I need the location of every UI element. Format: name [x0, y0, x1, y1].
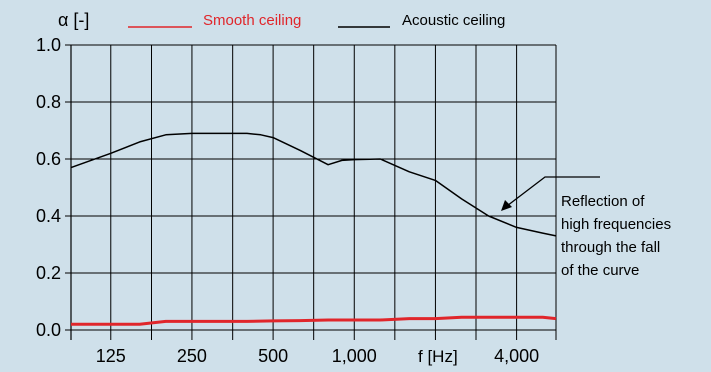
grid	[70, 44, 557, 340]
annotation-line-4: of the curve	[561, 262, 639, 279]
x-tick-label: 250	[177, 346, 207, 366]
series-lines	[70, 132, 557, 326]
annotation-line-1: Reflection of	[561, 193, 645, 210]
annotation-line-2: high frequencies	[561, 216, 671, 233]
x-tick-label: 4,000	[494, 346, 539, 366]
annotation-leader-line	[506, 176, 600, 207]
x-tick-label: 125	[96, 346, 126, 366]
x-tick-label: 1,000	[332, 346, 377, 366]
series-line-acoustic-ceiling	[70, 132, 557, 237]
y-tick-label: 1.0	[36, 35, 61, 55]
annotation: Reflection of high frequencies through t…	[501, 176, 671, 279]
y-tick-label: 0.6	[36, 149, 61, 169]
y-tick-label: 0.2	[36, 263, 61, 283]
legend: Smooth ceiling Acoustic ceiling	[128, 12, 505, 29]
y-tick-label: 0.0	[36, 320, 61, 340]
x-tick-label: 500	[258, 346, 288, 366]
y-tick-label: 0.8	[36, 92, 61, 112]
series-line-smooth-ceiling	[71, 315, 557, 326]
legend-label-smooth: Smooth ceiling	[203, 12, 301, 29]
x-axis-label: f [Hz]	[418, 347, 458, 366]
annotation-line-3: through the fall	[561, 239, 660, 256]
annotation-arrowhead	[501, 200, 512, 211]
y-axis-label: α [-]	[58, 10, 89, 30]
y-tick-label: 0.4	[36, 206, 61, 226]
x-axis-ticks: 125 250 500 1,000 4,000	[96, 346, 539, 366]
legend-label-acoustic: Acoustic ceiling	[402, 12, 505, 29]
y-axis-ticks: 0.0 0.2 0.4 0.6 0.8 1.0	[36, 35, 71, 340]
